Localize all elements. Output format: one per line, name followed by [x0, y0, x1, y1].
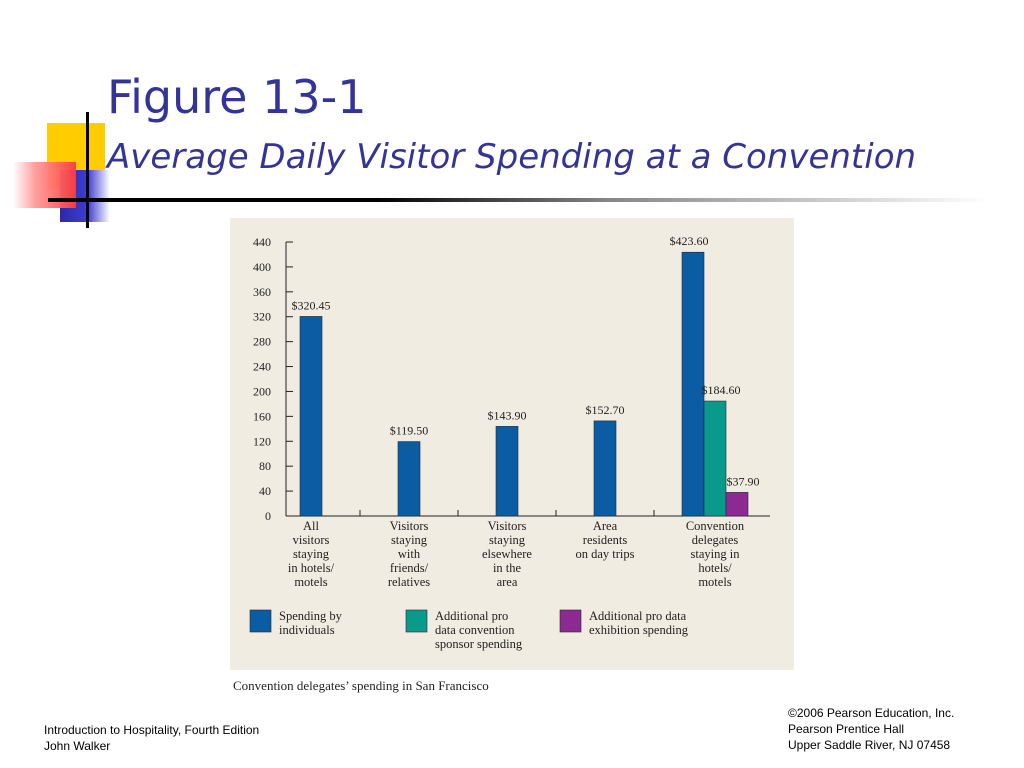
- footer-author: John Walker: [44, 739, 111, 753]
- figure-caption: Convention delegates’ spending in San Fr…: [233, 678, 489, 693]
- y-tick-label: 440: [253, 235, 271, 249]
- category-label: residents: [583, 533, 628, 547]
- y-tick-label: 40: [259, 484, 271, 498]
- legend-swatch: [249, 609, 272, 633]
- category-label: staying: [293, 547, 330, 561]
- bar: [397, 441, 421, 517]
- data-label: $143.90: [488, 408, 527, 422]
- y-tick-label: 400: [253, 260, 271, 274]
- y-tick-label: 280: [253, 335, 271, 349]
- data-label: $423.60: [670, 234, 709, 248]
- category-label: relatives: [388, 575, 430, 589]
- category-label: All: [303, 519, 320, 533]
- category-label: motels: [294, 575, 327, 589]
- category-label: staying: [391, 533, 428, 547]
- legend-label: exhibition spending: [589, 623, 689, 637]
- category-label: friends/: [390, 561, 429, 575]
- data-label: $37.90: [727, 474, 760, 488]
- bar: [495, 426, 519, 517]
- category-label: in the: [493, 561, 522, 575]
- y-tick-label: 200: [253, 384, 271, 398]
- y-tick-label: 0: [265, 509, 271, 523]
- data-label: $152.70: [586, 403, 625, 417]
- y-tick-label: 360: [253, 285, 271, 299]
- footer-publisher-address: Upper Saddle River, NJ 07458: [788, 738, 951, 752]
- category-label: in hotels/: [288, 561, 335, 575]
- category-label: Visitors: [488, 519, 527, 533]
- legend-label: Additional pro: [435, 609, 508, 623]
- bar: [703, 400, 727, 517]
- legend-label: sponsor spending: [435, 637, 523, 651]
- data-label: $119.50: [390, 424, 429, 438]
- decor-vertical-line: [86, 112, 89, 228]
- y-tick-label: 120: [253, 434, 271, 448]
- category-label: delegates: [692, 533, 739, 547]
- y-tick-label: 80: [259, 459, 271, 473]
- bar-chart: 0 40 80 120 160 200 240 280 320 360 400 440 $320.45 A…: [249, 234, 770, 651]
- bar: [299, 316, 323, 517]
- data-label: $184.60: [702, 383, 741, 397]
- bar: [593, 420, 617, 517]
- footer-publisher: Pearson Prentice Hall: [788, 722, 905, 736]
- category-label: Visitors: [390, 519, 429, 533]
- footer-copyright-line: ©2006 Pearson Education, Inc.: [788, 706, 955, 720]
- legend-label: data convention: [435, 623, 515, 637]
- category-label: elsewhere: [482, 547, 532, 561]
- y-tick-label: 160: [253, 409, 271, 423]
- category-label: area: [497, 575, 518, 589]
- category-label: with: [398, 547, 421, 561]
- decor-horizontal-rule: [48, 198, 988, 202]
- data-label: $320.45: [292, 298, 331, 312]
- category-label: hotels/: [698, 561, 732, 575]
- footer-book-info: Introduction to Hospitality, Fourth Edit…: [44, 722, 259, 754]
- y-tick-label: 320: [253, 310, 271, 324]
- category-label: Convention: [686, 519, 745, 533]
- footer-book-title: Introduction to Hospitality, Fourth Edit…: [44, 723, 260, 737]
- legend-label: individuals: [279, 623, 335, 637]
- category-label: motels: [698, 575, 731, 589]
- slide-title: Figure 13-1: [107, 70, 367, 124]
- y-tick-label: 240: [253, 360, 271, 374]
- category-label: staying in: [691, 547, 741, 561]
- category-label: Area: [593, 519, 618, 533]
- category-label: staying: [489, 533, 526, 547]
- category-label: on day trips: [575, 547, 634, 561]
- bar: [681, 251, 705, 517]
- legend-label: Additional pro data: [589, 609, 687, 623]
- bar: [725, 492, 749, 517]
- footer-copyright: ©2006 Pearson Education, Inc. Pearson Pr…: [788, 705, 954, 753]
- legend-label: Spending by: [279, 609, 343, 623]
- category-label: visitors: [293, 533, 330, 547]
- legend-swatch: [559, 609, 582, 633]
- legend-swatch: [405, 609, 428, 633]
- slide-subtitle: Average Daily Visitor Spending at a Conv…: [107, 137, 917, 177]
